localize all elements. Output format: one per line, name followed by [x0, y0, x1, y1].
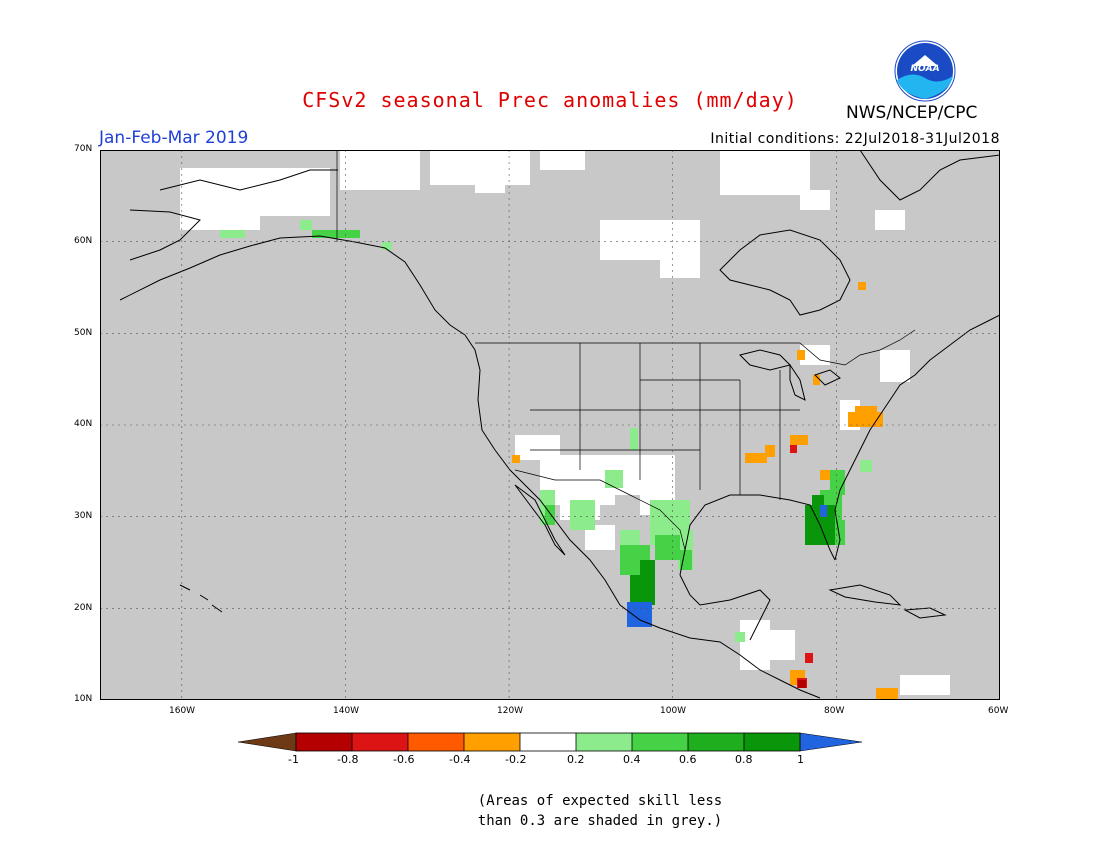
colorbar-label: 0.6: [679, 753, 697, 766]
colorbar-swatch: [296, 733, 352, 751]
coastlines: [119, 150, 1000, 699]
skill-note: (Areas of expected skill less than 0.3 a…: [0, 791, 1100, 831]
lat-label: 70N: [74, 144, 93, 154]
colorbar-swatch: [408, 733, 464, 751]
skill-note-line2: than 0.3 are shaded in grey.): [477, 813, 723, 829]
gridlines: [100, 150, 1000, 700]
colorbar-arrow-right: [799, 732, 862, 752]
colorbar-swatch: [520, 733, 576, 751]
colorbar: [238, 732, 862, 752]
chart-title: CFSv2 seasonal Prec anomalies (mm/day): [302, 88, 798, 112]
lon-label: 100W: [660, 706, 687, 716]
colorbar-label: 0.8: [735, 753, 753, 766]
lat-label: 20N: [74, 603, 93, 613]
colorbar-label: 0.4: [623, 753, 641, 766]
agency-label: NWS/NCEP/CPC: [846, 103, 978, 123]
lon-label: 60W: [988, 706, 1009, 716]
anomaly-map: [100, 150, 1000, 700]
colorbar-swatch: [576, 733, 632, 751]
colorbar-label: -0.6: [393, 753, 415, 766]
colorbar-swatch: [632, 733, 688, 751]
colorbar-swatch: [352, 733, 408, 751]
lon-label: 140W: [333, 706, 360, 716]
colorbar-arrow-left: [238, 732, 297, 752]
colorbar-label: -0.2: [505, 753, 527, 766]
colorbar-label: -0.8: [337, 753, 359, 766]
anomaly-neg-0.2-0.4: [512, 282, 898, 700]
logo-text: NOAA: [910, 64, 939, 74]
initial-conditions: Initial conditions: 22Jul2018-31Jul2018: [710, 131, 1000, 147]
anomaly-neg-0.6-0.8: [798, 680, 806, 688]
colorbar-swatch: [688, 733, 744, 751]
lon-label: 80W: [824, 706, 845, 716]
colorbar-swatch: [464, 733, 520, 751]
lon-label: 160W: [169, 706, 196, 716]
colorbar-swatch: [744, 733, 800, 751]
lon-label: 120W: [497, 706, 524, 716]
lat-label: 10N: [74, 694, 93, 704]
colorbar-label: -1: [288, 753, 299, 766]
political-boundaries: [336, 150, 916, 551]
colorbar-label: -0.4: [449, 753, 471, 766]
lat-label: 40N: [74, 419, 93, 429]
colorbar-label: 1: [797, 753, 804, 766]
colorbar-label: 0.2: [567, 753, 585, 766]
forecast-period: Jan-Feb-Mar 2019: [99, 128, 249, 148]
lat-label: 30N: [74, 511, 93, 521]
lat-label: 50N: [74, 328, 93, 338]
lat-label: 60N: [74, 236, 93, 246]
skill-note-line1: (Areas of expected skill less: [477, 793, 723, 809]
noaa-logo: NOAA: [894, 40, 956, 102]
